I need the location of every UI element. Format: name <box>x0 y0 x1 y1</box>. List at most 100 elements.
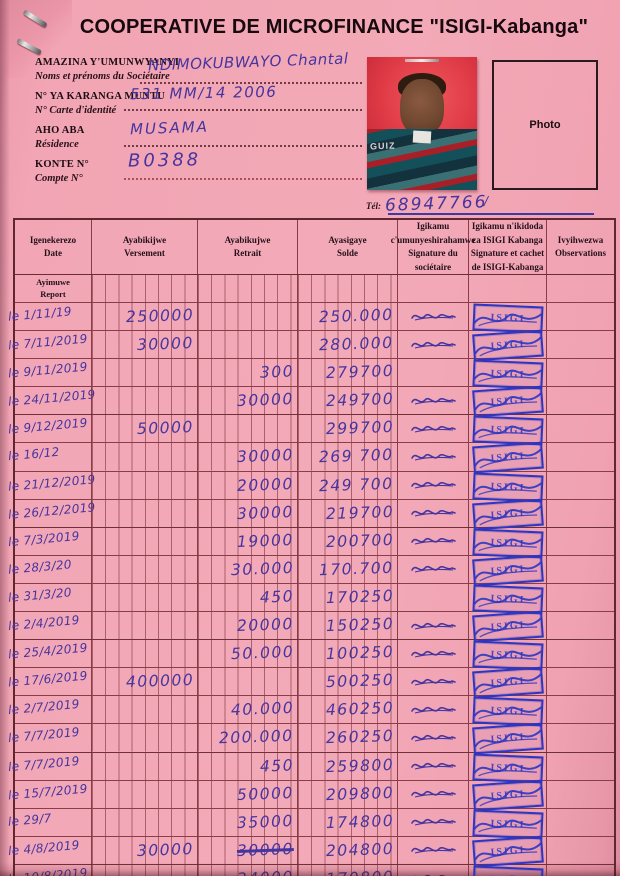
stamp-signature-icon <box>474 392 542 413</box>
date-cell: le 1/11/19 <box>8 303 92 331</box>
isigi-stamp: ISIGI <box>472 610 544 643</box>
date-cell: le 17/6/2019 <box>8 668 92 696</box>
dotted-line <box>140 82 362 84</box>
form-label-kirundi: KONTE N° <box>35 159 89 170</box>
dotted-line <box>124 109 362 111</box>
member-signature-cell <box>398 583 469 612</box>
cooperative-stamp-cell: ISIGI <box>469 442 547 474</box>
member-signature-icon <box>411 734 456 742</box>
member-signature-icon <box>411 622 456 630</box>
solde-value: 170800 <box>325 865 395 876</box>
retrait-cell: 450 <box>198 752 298 780</box>
observations-cell <box>547 612 614 639</box>
isigi-stamp: ISIGI <box>472 696 544 727</box>
member-signature-icon <box>411 847 456 854</box>
report-label-kirundi: Ayimuwe <box>36 277 70 288</box>
retrait-cell: 20000 <box>198 612 298 640</box>
stamp-signature-icon <box>473 594 543 608</box>
observations-cell <box>547 837 614 864</box>
solde-cell: 170.700 <box>298 555 398 583</box>
isigi-stamp: ISIGI <box>472 528 544 559</box>
id-card-number-value: 531 MM/14 2006 <box>129 82 278 104</box>
versement-cell <box>92 640 198 668</box>
date-value: le 28/3/20 <box>7 557 73 577</box>
ledger-row: le 31/3/20 450 170250 <box>8 583 614 615</box>
solde-cell: 259800 <box>298 752 398 780</box>
member-signature-cell <box>398 780 469 808</box>
versement-cell <box>92 471 198 499</box>
solde-value: 259800 <box>325 755 395 776</box>
versement-cell <box>92 443 198 471</box>
solde-cell: 250.000 <box>298 303 398 331</box>
solde-cell: 204800 <box>298 836 398 864</box>
member-signature-cell <box>398 808 469 836</box>
member-signature-cell <box>398 387 469 415</box>
retrait-cell <box>198 331 298 359</box>
observations-cell <box>547 359 614 386</box>
cooperative-stamp-cell: ISIGI <box>469 303 547 334</box>
ledger-row: le 15/7/2019 50000 209800 <box>8 779 614 812</box>
ledger-row: le 16/12 30000 269 700 <box>7 442 614 474</box>
photo-placeholder-box: Photo <box>492 60 598 190</box>
ledger-row: le 9/11/2019 300 279700 <box>8 359 614 390</box>
stamp-signature-icon <box>473 819 543 833</box>
retrait-cell: 20000 <box>198 471 298 499</box>
ledger-column-header: Igikamu n'ikidoda ca ISIGI Kabanga Signa… <box>469 220 547 274</box>
cooperative-stamp-cell: ISIGI <box>469 554 547 587</box>
versement-cell <box>92 612 198 640</box>
solde-value: 260250 <box>325 727 395 748</box>
ledger-row: le 4/8/2019 30000 30000 204800 <box>8 835 614 868</box>
ledger-row: le 25/4/2019 50.000 100250 <box>8 640 614 671</box>
date-cell: le 9/12/2019 <box>8 415 92 443</box>
stamp-signature-icon <box>473 762 543 776</box>
cooperative-stamp-cell: ISIGI <box>469 779 547 812</box>
retrait-value: 19000 <box>236 530 295 551</box>
ledger-column-header: Ayasigaye Solde <box>298 220 398 274</box>
report-label-cell: Ayimuwe Report <box>15 275 92 302</box>
form-label-french: Noms et prénoms du Sociétaire <box>35 71 170 82</box>
versement-value: 30000 <box>136 334 195 355</box>
solde-value: 250.000 <box>319 305 395 327</box>
ledger-row: le 28/3/20 30.000 170.700 <box>8 554 614 587</box>
versement-cell <box>92 527 198 555</box>
solde-cell: 260250 <box>298 724 398 752</box>
solde-cell: 500250 <box>298 668 398 696</box>
cooperative-stamp-cell: ISIGI <box>469 498 547 531</box>
date-value: le 4/8/2019 <box>7 837 81 858</box>
stamp-signature-icon <box>474 336 542 357</box>
member-photo: GUIZ <box>367 57 477 190</box>
cooperative-stamp-cell: ISIGI <box>469 722 547 755</box>
observations-cell <box>547 696 614 723</box>
report-retrait-cell <box>198 275 298 302</box>
retrait-cell: 50.000 <box>198 640 298 668</box>
form-label-kirundi: AHO ABA <box>35 125 85 136</box>
solde-cell: 249 700 <box>298 471 398 499</box>
date-value: le 9/12/2019 <box>7 415 89 437</box>
ledger-body: le 1/11/19 250000 250.000 <box>7 303 614 876</box>
date-cell: le 26/12/2019 <box>8 499 96 527</box>
versement-cell <box>92 780 198 808</box>
member-signature-icon <box>411 650 456 658</box>
retrait-value: 300 <box>259 362 295 382</box>
cooperative-stamp-cell: ISIGI <box>469 835 547 868</box>
ledger-column-header: Ivyihwezwa Observations <box>554 234 606 259</box>
versement-cell: 30000 <box>92 836 198 864</box>
solde-value: 174800 <box>325 811 395 832</box>
isigi-stamp: ISIGI <box>472 442 544 474</box>
member-name-value: NDIMOKUBWAYO Chantal <box>147 49 349 75</box>
observations-cell <box>547 584 614 611</box>
account-number-value: B0388 <box>127 149 202 172</box>
retrait-value: 450 <box>259 755 295 776</box>
ledger-row: le 7/7/2019 450 259800 <box>8 752 614 784</box>
cooperative-stamp-cell: ISIGI <box>469 666 547 699</box>
date-cell: le 7/3/2019 <box>8 527 92 555</box>
isigi-stamp: ISIGI <box>472 722 544 755</box>
page-title: COOPERATIVE DE MICROFINANCE "ISIGI-Kaban… <box>79 16 589 38</box>
solde-cell: 299700 <box>298 415 398 443</box>
member-signature-cell <box>398 527 469 555</box>
retrait-value: 30.000 <box>230 558 295 579</box>
member-signature-cell <box>398 640 469 668</box>
solde-value: 279700 <box>325 362 395 383</box>
member-signature-cell <box>398 668 469 696</box>
